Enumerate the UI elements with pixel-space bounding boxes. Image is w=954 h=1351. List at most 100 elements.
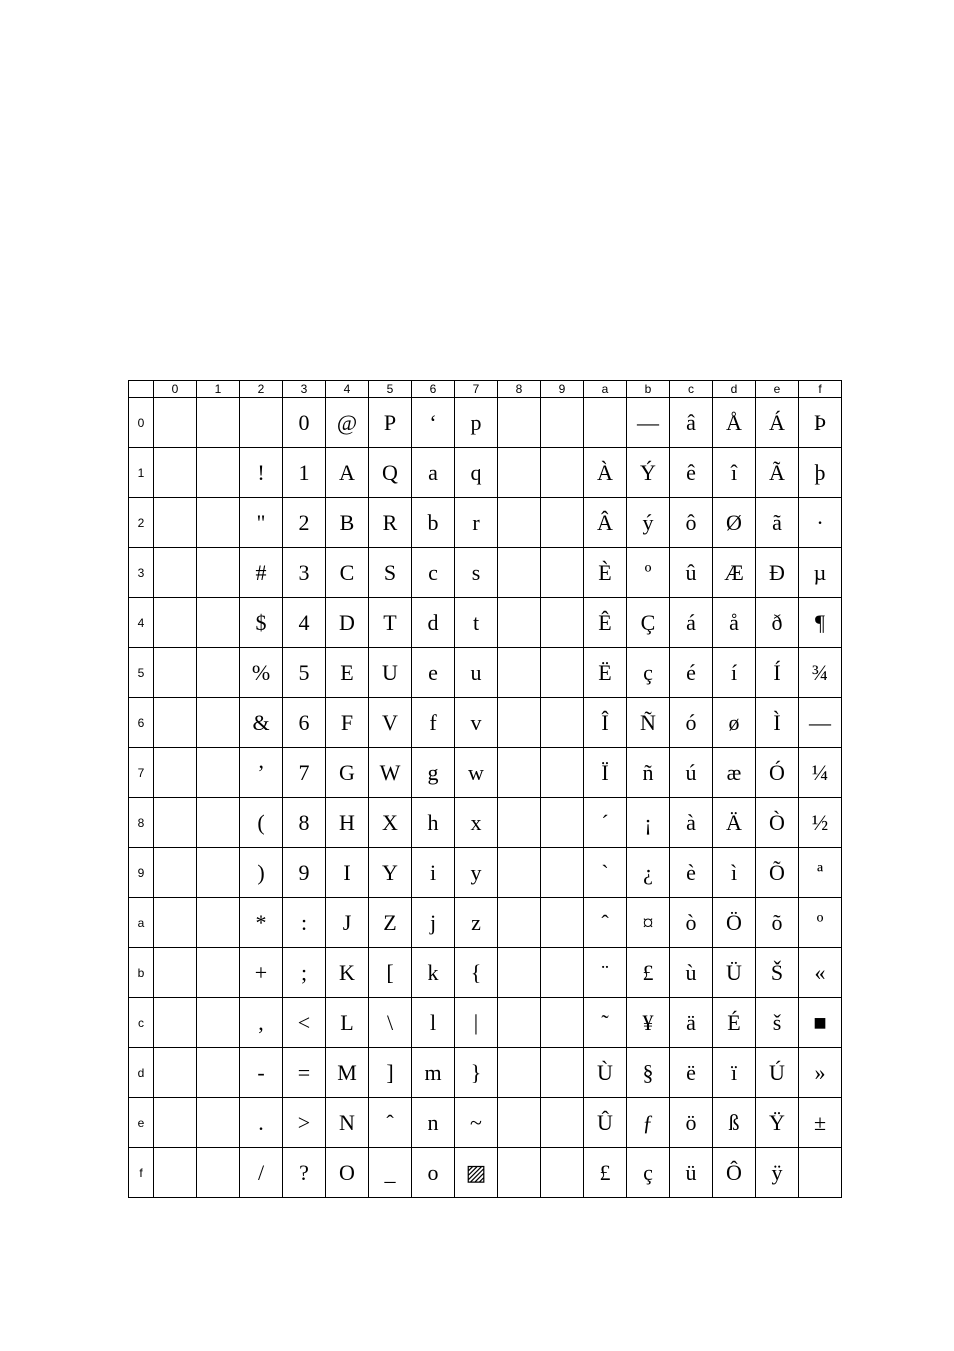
char-cell xyxy=(154,898,197,948)
char-cell: ö xyxy=(670,1098,713,1148)
row-header: 4 xyxy=(129,598,154,648)
char-cell: ‘ xyxy=(412,398,455,448)
char-cell: Ä xyxy=(713,798,756,848)
char-cell xyxy=(498,1048,541,1098)
table-row: 2 " 2 B R b r Â ý ô Ø ã · xyxy=(129,498,842,548)
char-cell: + xyxy=(240,948,283,998)
char-cell xyxy=(154,1048,197,1098)
char-cell xyxy=(541,1148,584,1198)
char-cell: W xyxy=(369,748,412,798)
row-header: 7 xyxy=(129,748,154,798)
char-cell: r xyxy=(455,498,498,548)
char-cell: $ xyxy=(240,598,283,648)
char-cell xyxy=(541,398,584,448)
column-header-row: 0 1 2 3 4 5 6 7 8 9 a b c d e f xyxy=(129,381,842,398)
char-cell: G xyxy=(326,748,369,798)
char-cell: : xyxy=(283,898,326,948)
char-cell: ú xyxy=(670,748,713,798)
char-cell xyxy=(498,548,541,598)
char-cell: ø xyxy=(713,698,756,748)
char-cell: ˆ xyxy=(584,898,627,948)
char-cell xyxy=(197,848,240,898)
char-cell: l xyxy=(412,998,455,1048)
char-cell xyxy=(541,648,584,698)
char-cell: V xyxy=(369,698,412,748)
char-cell: ñ xyxy=(627,748,670,798)
char-cell: \ xyxy=(369,998,412,1048)
char-cell: ¥ xyxy=(627,998,670,1048)
char-cell: š xyxy=(756,998,799,1048)
col-header: 2 xyxy=(240,381,283,398)
char-cell: ± xyxy=(799,1098,842,1148)
char-cell: 1 xyxy=(283,448,326,498)
char-cell: Ü xyxy=(713,948,756,998)
char-cell: - xyxy=(240,1048,283,1098)
char-cell: q xyxy=(455,448,498,498)
char-cell: Å xyxy=(713,398,756,448)
char-cell: c xyxy=(412,548,455,598)
char-cell: à xyxy=(670,798,713,848)
char-cell xyxy=(197,698,240,748)
char-cell: ã xyxy=(756,498,799,548)
char-cell xyxy=(541,848,584,898)
char-cell xyxy=(498,498,541,548)
char-cell: ( xyxy=(240,798,283,848)
char-cell: ; xyxy=(283,948,326,998)
col-header: 0 xyxy=(154,381,197,398)
char-cell: 9 xyxy=(283,848,326,898)
table-row: e . > N ˆ n ~ Û ƒ ö ß Ÿ ± xyxy=(129,1098,842,1148)
char-cell: Ô xyxy=(713,1148,756,1198)
char-cell xyxy=(541,748,584,798)
char-cell: k xyxy=(412,948,455,998)
char-cell: s xyxy=(455,548,498,598)
char-cell: T xyxy=(369,598,412,648)
table-row: b + ; K [ k { ¨ £ ù Ü Š « xyxy=(129,948,842,998)
char-cell xyxy=(498,748,541,798)
char-cell xyxy=(498,698,541,748)
table-row: c , < L \ l | ˜ ¥ ä É š ■ xyxy=(129,998,842,1048)
char-cell xyxy=(799,1148,842,1198)
char-cell: â xyxy=(670,398,713,448)
char-cell: ¾ xyxy=(799,648,842,698)
char-cell: ÿ xyxy=(756,1148,799,1198)
char-cell xyxy=(498,898,541,948)
char-cell: ■ xyxy=(799,998,842,1048)
char-cell: Ý xyxy=(627,448,670,498)
char-cell: ] xyxy=(369,1048,412,1098)
char-cell: @ xyxy=(326,398,369,448)
col-header: 1 xyxy=(197,381,240,398)
char-cell: º xyxy=(799,898,842,948)
char-cell: # xyxy=(240,548,283,598)
char-cell xyxy=(197,398,240,448)
char-cell: ˜ xyxy=(584,998,627,1048)
char-cell: Á xyxy=(756,398,799,448)
row-header: 8 xyxy=(129,798,154,848)
char-cell: e xyxy=(412,648,455,698)
char-cell: ß xyxy=(713,1098,756,1148)
char-cell xyxy=(541,698,584,748)
char-cell: y xyxy=(455,848,498,898)
char-cell: p xyxy=(455,398,498,448)
char-cell xyxy=(498,398,541,448)
char-cell: Q xyxy=(369,448,412,498)
row-header: 0 xyxy=(129,398,154,448)
char-cell xyxy=(154,998,197,1048)
char-cell: 2 xyxy=(283,498,326,548)
char-cell xyxy=(197,1048,240,1098)
table-row: 7 ’ 7 G W g w Ï ñ ú æ Ó ¼ xyxy=(129,748,842,798)
char-cell: « xyxy=(799,948,842,998)
char-cell: 5 xyxy=(283,648,326,698)
char-cell: Õ xyxy=(756,848,799,898)
char-cell: ý xyxy=(627,498,670,548)
char-cell: M xyxy=(326,1048,369,1098)
char-cell: Û xyxy=(584,1098,627,1148)
char-cell: — xyxy=(627,398,670,448)
table-row: 9 ) 9 I Y i y ` ¿ è ì Õ ª xyxy=(129,848,842,898)
char-cell: J xyxy=(326,898,369,948)
table-row: 0 0 @ P ‘ p — â Å Á Þ xyxy=(129,398,842,448)
char-cell xyxy=(498,448,541,498)
char-cell: j xyxy=(412,898,455,948)
char-cell: ¼ xyxy=(799,748,842,798)
col-header: 5 xyxy=(369,381,412,398)
char-cell: û xyxy=(670,548,713,598)
